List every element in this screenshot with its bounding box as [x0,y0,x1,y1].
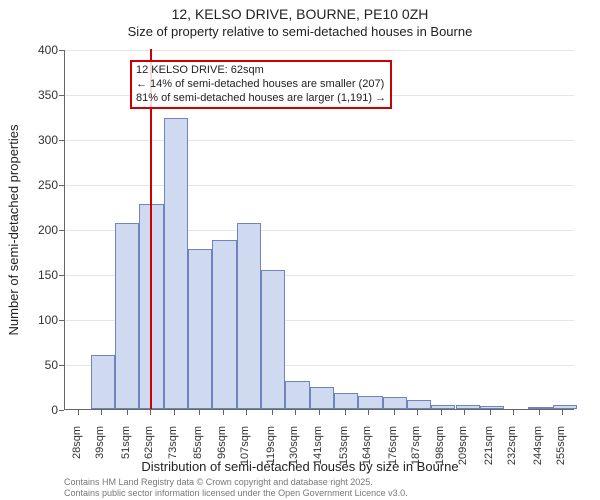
chart-container: 12, KELSO DRIVE, BOURNE, PE10 0ZH Size o… [0,0,600,500]
histogram-bar [431,405,455,410]
x-tick-label: 221sqm [483,426,495,466]
x-tick-mark [539,409,540,415]
histogram-bar [91,355,115,409]
y-tick-mark [59,140,64,141]
x-tick-label: 198sqm [434,426,446,466]
y-tick-label: 350 [8,88,58,102]
histogram-bar [285,381,309,409]
histogram-bar [310,387,334,410]
grid-line [65,185,574,186]
grid-line [65,50,574,51]
y-tick-mark [59,95,64,96]
chart-subtitle: Size of property relative to semi-detach… [0,24,600,39]
y-tick-label: 100 [8,313,58,327]
x-tick-mark [101,409,102,415]
x-tick-label: 232sqm [506,426,518,466]
histogram-bar [407,400,431,409]
x-tick-mark [562,409,563,415]
x-tick-label: 28sqm [71,426,83,466]
x-tick-mark [150,409,151,415]
y-tick-mark [59,230,64,231]
x-tick-label: 141sqm [312,426,324,466]
histogram-bar [456,405,480,409]
x-tick-label: 209sqm [457,426,469,466]
x-tick-label: 164sqm [361,426,373,466]
histogram-bar [188,249,212,409]
x-tick-mark [295,409,296,415]
x-tick-label: 51sqm [120,426,132,466]
annotation-line2: ← 14% of semi-detached houses are smalle… [136,78,386,92]
x-tick-mark [490,409,491,415]
footnote: Contains HM Land Registry data © Crown c… [64,477,590,498]
plot-area: 12 KELSO DRIVE: 62sqm← 14% of semi-detac… [64,50,574,410]
x-tick-mark [345,409,346,415]
histogram-bar [528,407,552,409]
histogram-bar [164,118,188,409]
y-tick-mark [59,50,64,51]
x-tick-mark [319,409,320,415]
y-tick-label: 400 [8,43,58,57]
y-tick-mark [59,410,64,411]
y-tick-label: 0 [8,403,58,417]
x-tick-label: 107sqm [239,426,251,466]
y-tick-mark [59,185,64,186]
x-tick-mark [199,409,200,415]
x-tick-mark [394,409,395,415]
x-tick-label: 176sqm [387,426,399,466]
y-tick-mark [59,365,64,366]
x-tick-label: 62sqm [143,426,155,466]
histogram-bar [383,397,407,409]
x-tick-mark [246,409,247,415]
histogram-bar [358,396,382,410]
histogram-bar [553,405,577,409]
x-tick-mark [368,409,369,415]
y-tick-label: 200 [8,223,58,237]
x-tick-mark [127,409,128,415]
histogram-bar [480,406,504,409]
y-tick-mark [59,320,64,321]
y-tick-label: 50 [8,358,58,372]
x-tick-mark [464,409,465,415]
x-tick-label: 130sqm [288,426,300,466]
histogram-bar [261,270,285,410]
x-tick-label: 187sqm [410,426,422,466]
histogram-bar [212,240,236,409]
y-tick-label: 250 [8,178,58,192]
x-tick-label: 153sqm [338,426,350,466]
footnote-line1: Contains HM Land Registry data © Crown c… [64,477,373,487]
x-tick-label: 85sqm [192,426,204,466]
annotation-line1: 12 KELSO DRIVE: 62sqm [136,64,386,78]
x-tick-label: 244sqm [532,426,544,466]
x-tick-label: 39sqm [94,426,106,466]
footnote-line2: Contains public sector information licen… [64,488,408,498]
x-tick-mark [417,409,418,415]
x-tick-mark [513,409,514,415]
x-tick-label: 96sqm [216,426,228,466]
annotation-box: 12 KELSO DRIVE: 62sqm← 14% of semi-detac… [130,60,392,109]
x-tick-mark [78,409,79,415]
y-tick-mark [59,275,64,276]
annotation-line3: 81% of semi-detached houses are larger (… [136,92,386,106]
x-tick-mark [441,409,442,415]
x-tick-label: 73sqm [167,426,179,466]
x-tick-label: 255sqm [555,426,567,466]
histogram-bar [115,223,139,409]
x-tick-label: 119sqm [265,426,277,466]
y-tick-label: 300 [8,133,58,147]
x-tick-mark [223,409,224,415]
x-tick-mark [272,409,273,415]
chart-title: 12, KELSO DRIVE, BOURNE, PE10 0ZH [0,6,600,22]
grid-line [65,140,574,141]
histogram-bar [334,393,358,409]
histogram-bar [237,223,261,409]
y-tick-label: 150 [8,268,58,282]
x-tick-mark [174,409,175,415]
